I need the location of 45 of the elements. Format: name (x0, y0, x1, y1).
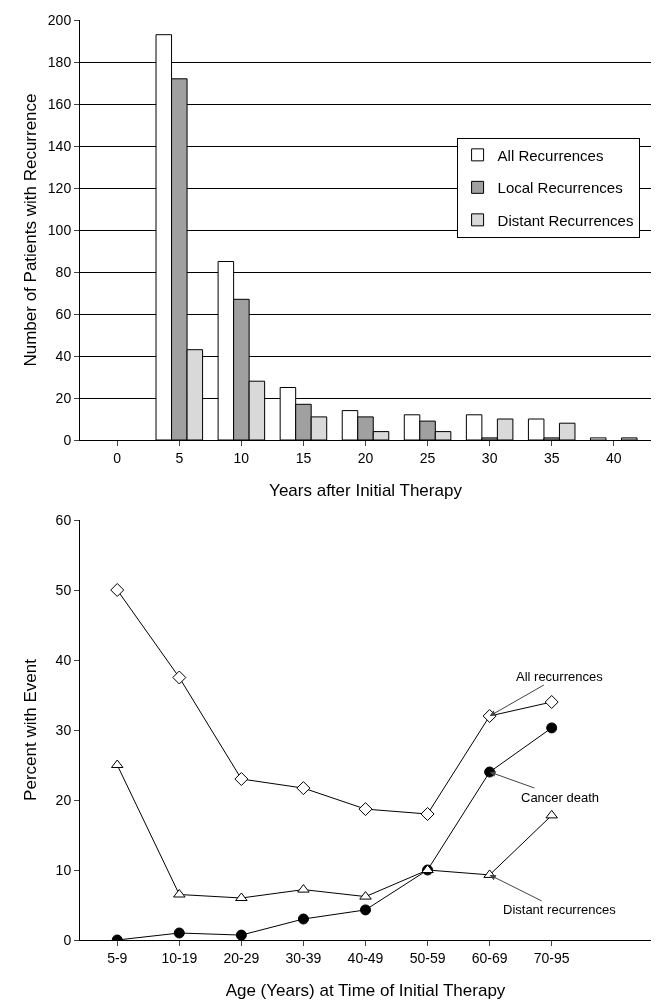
x-tick-label: 70-95 (533, 949, 570, 966)
x-tick-label: 20-29 (223, 949, 260, 966)
y-axis-title: Number of Patients with Recurrence (21, 93, 40, 367)
x-tick-label: 40 (605, 449, 622, 466)
x-tick-label: 40-49 (347, 949, 384, 966)
y-tick-label: 0 (63, 431, 72, 448)
y-tick-label: 10 (55, 861, 72, 878)
x-tick-label: 30 (481, 449, 498, 466)
y-axis-title: Percent with Event (21, 658, 40, 801)
x-tick-label: 5-9 (107, 949, 128, 966)
y-tick-label: 140 (47, 137, 72, 154)
y-tick-label: 30 (55, 721, 72, 738)
y-tick-label: 80 (55, 263, 72, 280)
x-axis-title: Years after Initial Therapy (269, 481, 463, 500)
y-tick-label: 160 (47, 95, 72, 112)
x-tick-label: 15 (295, 449, 312, 466)
y-tick-label: 40 (55, 347, 72, 364)
y-tick-label: 60 (55, 511, 72, 528)
legend-label: Local Recurrences (497, 179, 623, 197)
x-tick-label: 5 (175, 449, 184, 466)
x-tick-label: 25 (419, 449, 436, 466)
annotation: Distant recurrences (503, 902, 617, 917)
legend-label: All Recurrences (497, 146, 604, 164)
annotation: Cancer death (521, 790, 600, 805)
x-tick-label: 10 (233, 449, 250, 466)
x-tick-label: 10-19 (161, 949, 198, 966)
annotation: All recurrences (516, 669, 604, 684)
x-tick-label: 30-39 (285, 949, 322, 966)
x-axis-title: Age (Years) at Time of Initial Therapy (225, 981, 506, 1000)
x-tick-label: 35 (543, 449, 560, 466)
y-tick-label: 180 (47, 53, 72, 70)
x-tick-label: 20 (357, 449, 374, 466)
y-tick-label: 0 (63, 931, 72, 948)
x-tick-label: 0 (113, 449, 122, 466)
y-tick-label: 40 (55, 651, 72, 668)
x-tick-label: 60-69 (471, 949, 508, 966)
legend-label: Distant Recurrences (497, 211, 634, 229)
y-tick-label: 60 (55, 305, 72, 322)
y-tick-label: 200 (47, 11, 72, 28)
y-tick-label: 120 (47, 179, 72, 196)
x-tick-label: 50-59 (409, 949, 446, 966)
y-tick-label: 20 (55, 791, 72, 808)
y-tick-label: 20 (55, 389, 72, 406)
y-tick-label: 100 (47, 221, 72, 238)
y-tick-label: 50 (55, 581, 72, 598)
